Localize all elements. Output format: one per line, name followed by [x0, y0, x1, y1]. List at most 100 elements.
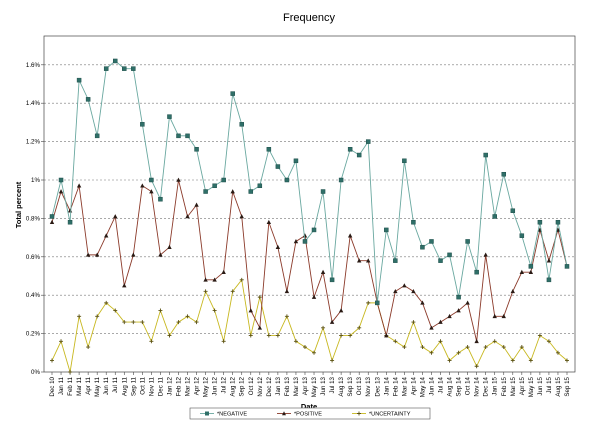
data-point [284, 288, 290, 294]
x-tick-label: Apr 13 [302, 376, 309, 395]
data-point [167, 114, 172, 119]
data-point [257, 325, 263, 330]
data-point [366, 300, 371, 305]
data-point [429, 325, 434, 330]
data-point [483, 252, 488, 257]
data-point [140, 320, 145, 325]
data-point [203, 289, 208, 294]
series-line [51, 278, 568, 373]
data-point [230, 289, 235, 294]
data-point [230, 91, 235, 96]
x-tick-label: Oct 12 [248, 376, 255, 395]
data-point [302, 345, 307, 350]
data-point [320, 189, 326, 194]
data-point [429, 350, 434, 355]
data-point [257, 183, 263, 189]
data-point [411, 320, 416, 325]
x-tick-label: Oct 11 [139, 376, 146, 394]
data-point [528, 358, 533, 363]
data-point [456, 308, 461, 313]
x-tick-label: Nov 14 [474, 376, 481, 396]
data-point [239, 122, 244, 127]
data-point [85, 252, 91, 257]
x-tick-label: Mar 13 [293, 376, 300, 396]
data-point [104, 300, 109, 305]
data-point [122, 66, 127, 71]
x-tick-label: Sep 13 [347, 376, 354, 396]
data-point [176, 177, 181, 182]
legend-marker [357, 411, 361, 416]
x-tick-label: Oct 13 [356, 376, 363, 395]
data-point [293, 239, 299, 244]
data-point [149, 177, 154, 183]
x-tick-label: May 13 [311, 376, 318, 397]
data-point [420, 300, 425, 305]
data-point [212, 308, 217, 313]
data-point [555, 350, 560, 355]
data-point [221, 177, 226, 183]
data-point [176, 133, 181, 139]
data-point [510, 208, 516, 213]
x-tick-label: Jan 13 [275, 376, 282, 395]
data-point [58, 189, 64, 194]
data-point [248, 308, 253, 313]
x-tick-label: Jan 15 [492, 376, 499, 395]
data-point [94, 133, 100, 139]
data-point [311, 227, 317, 233]
data-point [158, 308, 163, 313]
x-tick-label: Aug 14 [447, 376, 454, 396]
x-tick-label: Dec 13 [374, 376, 381, 396]
x-tick-label: Aug 12 [230, 376, 237, 396]
data-point [284, 177, 290, 183]
data-point [302, 239, 308, 244]
data-point [474, 364, 479, 369]
data-point [212, 183, 217, 189]
x-tick-label: Feb 15 [501, 376, 508, 396]
x-tick-label: Jan 14 [383, 376, 390, 395]
x-tick-label: Dec 14 [483, 376, 490, 396]
data-point [185, 133, 190, 139]
data-point [519, 345, 524, 350]
x-tick-label: Apr 11 [85, 376, 92, 394]
data-point [402, 345, 407, 350]
data-point [492, 313, 497, 319]
data-point [50, 358, 54, 363]
data-point [356, 152, 362, 158]
x-tick-label: May 14 [419, 376, 426, 397]
data-point [519, 233, 525, 238]
data-point [420, 244, 425, 250]
data-point [393, 288, 398, 294]
y-tick-label: 0.2% [26, 331, 41, 338]
y-tick-label: 0.8% [26, 215, 41, 222]
data-point [131, 66, 136, 71]
data-point [293, 158, 299, 164]
data-point [456, 350, 461, 355]
data-point [104, 233, 109, 238]
data-point [456, 294, 461, 300]
data-point [384, 227, 389, 233]
data-point [321, 325, 326, 330]
data-point [140, 122, 145, 127]
x-tick-label: May 12 [203, 376, 210, 397]
data-point [402, 283, 407, 288]
data-point [330, 358, 335, 363]
data-point [474, 338, 479, 344]
series-line [51, 179, 568, 342]
data-point [49, 219, 55, 225]
data-point [546, 277, 552, 283]
x-tick-label: Jun 13 [320, 376, 327, 395]
data-point [176, 320, 181, 325]
x-tick-label: Dec 10 [49, 376, 56, 396]
data-point [447, 313, 452, 319]
data-point [366, 258, 371, 263]
x-tick-label: Jun 14 [428, 376, 435, 395]
data-point [357, 325, 362, 330]
data-point [329, 319, 335, 324]
x-tick-label: Aug 13 [338, 376, 345, 396]
x-axis-ticks: Dec 10 Jan 11 Feb 11 Mar 11 Apr 11 May 11 Jun … [49, 372, 571, 397]
data-point [528, 269, 534, 274]
data-point [203, 277, 208, 282]
data-point [565, 358, 569, 363]
data-point [85, 97, 91, 102]
